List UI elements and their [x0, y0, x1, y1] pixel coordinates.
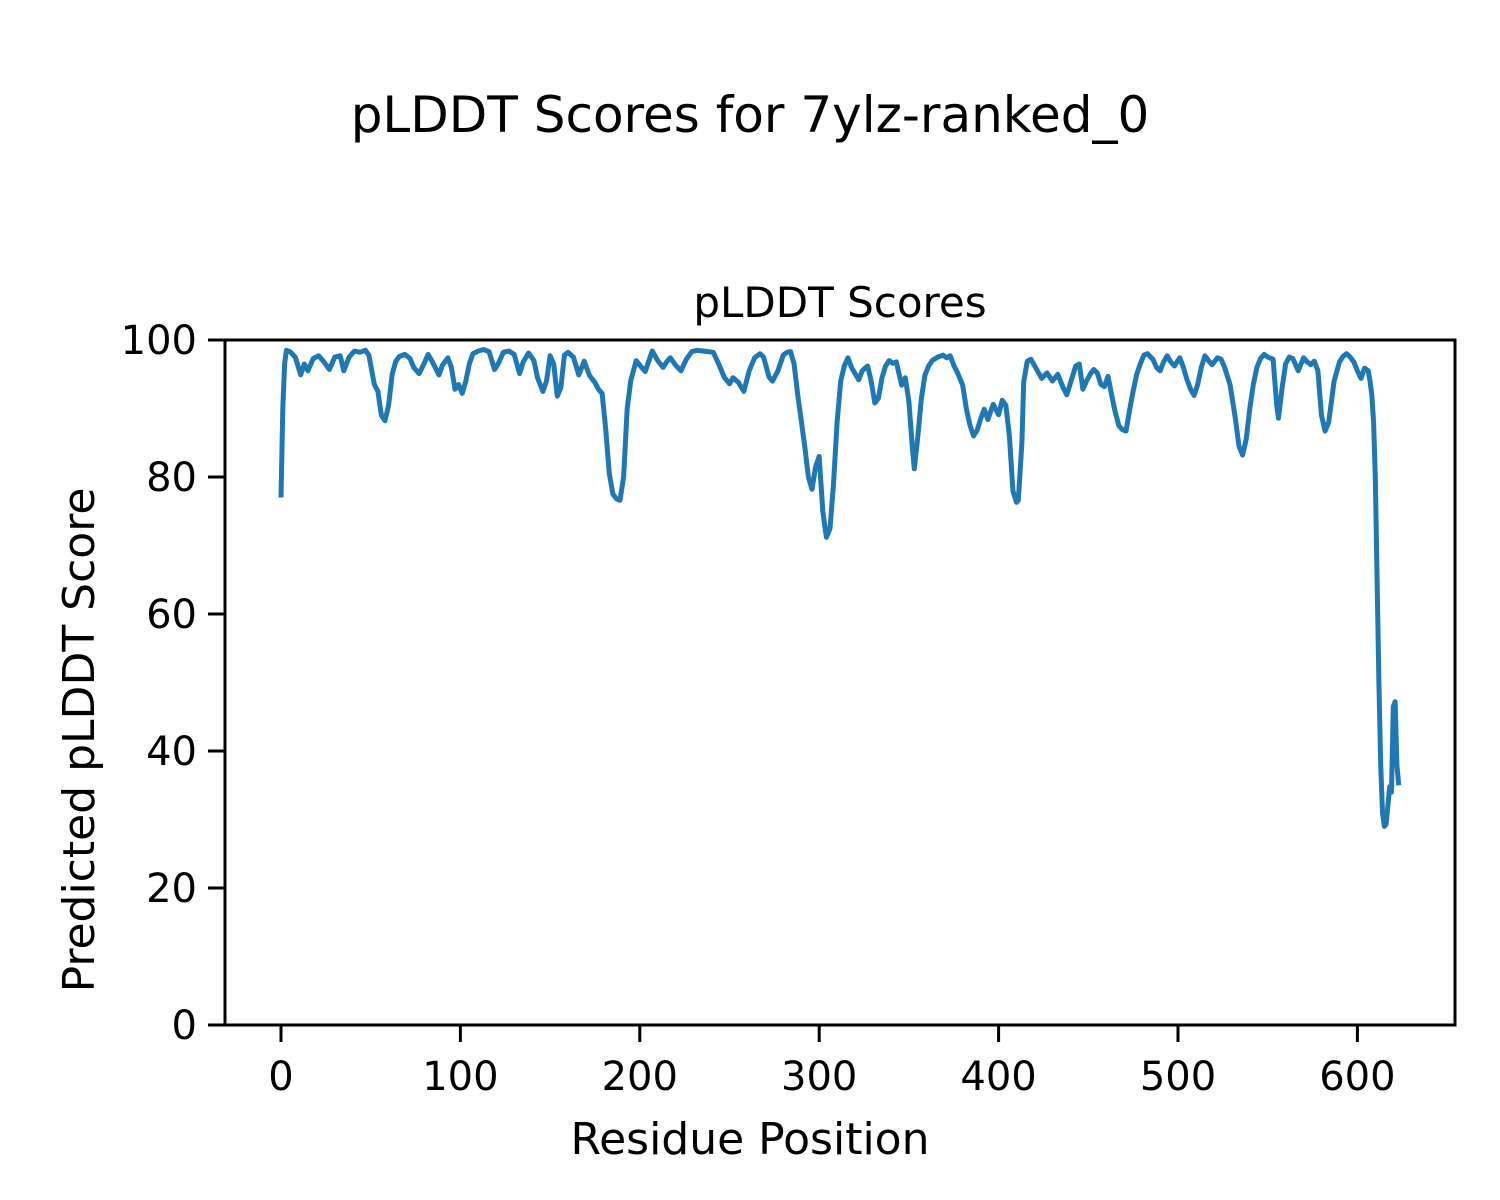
plddt-line [278, 347, 1402, 829]
figure-title: pLDDT Scores for 7ylz-ranked_0 [350, 86, 1150, 144]
y-axis-tick-label: 80 [146, 455, 197, 501]
y-axis-tick-label: 40 [146, 729, 197, 775]
x-axis-tick-label: 0 [268, 1054, 293, 1100]
axes-title: pLDDT Scores [693, 278, 987, 327]
y-axis-tick-label: 20 [146, 866, 197, 912]
axes-spines [223, 338, 1457, 1027]
x-axis-tick-label: 600 [1319, 1054, 1395, 1100]
y-axis-tick-label: 100 [121, 318, 197, 364]
y-axis-tick-label: 0 [172, 1003, 197, 1049]
x-axis-label: Residue Position [570, 1114, 930, 1165]
x-axis-tick-label: 300 [781, 1054, 857, 1100]
x-axis-tick-label: 400 [960, 1054, 1036, 1100]
y-axis-tick-label: 60 [146, 592, 197, 638]
x-axis-tick-label: 200 [602, 1054, 678, 1100]
x-axis-tick-label: 500 [1140, 1054, 1216, 1100]
x-axis-tick-label: 100 [422, 1054, 498, 1100]
